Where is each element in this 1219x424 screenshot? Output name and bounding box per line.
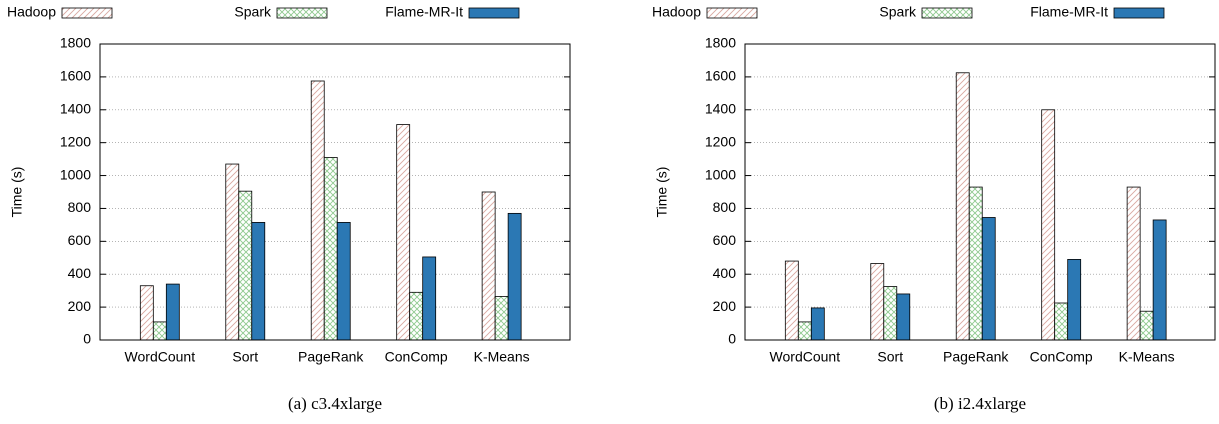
y-tick-label: 1200: [705, 133, 736, 149]
bar: [507, 212, 522, 341]
bar: [336, 222, 351, 341]
x-tick-label: K-Means: [474, 349, 530, 365]
bar: [481, 191, 496, 341]
bar: [238, 190, 253, 341]
legend-label: Spark: [879, 4, 917, 20]
x-tick-label: ConComp: [1030, 349, 1093, 365]
y-axis-label: Time (s): [9, 167, 25, 218]
legend-label: Flame-MR-It: [385, 4, 463, 20]
bar: [810, 307, 825, 341]
y-tick-label: 400: [713, 265, 737, 281]
bar: [1152, 219, 1167, 341]
legend-label: Hadoop: [652, 4, 701, 20]
bar: [797, 321, 812, 341]
bar: [1139, 310, 1154, 341]
x-tick-label: K-Means: [1119, 349, 1175, 365]
y-tick-label: 1000: [705, 166, 736, 182]
y-tick-label: 400: [68, 265, 92, 281]
y-tick-label: 200: [68, 298, 92, 314]
plot-frame: [99, 43, 571, 341]
bar: [152, 321, 167, 341]
y-tick-label: 800: [68, 199, 92, 215]
x-tick-label: Sort: [877, 349, 903, 365]
y-tick-label: 1400: [60, 100, 91, 116]
x-tick-label: WordCount: [770, 349, 841, 365]
bar: [784, 260, 799, 341]
bar: [409, 291, 424, 341]
legend-label: Spark: [234, 4, 272, 20]
y-tick-label: 600: [68, 232, 92, 248]
y-tick-label: 1600: [60, 68, 91, 84]
plot-frame: [744, 43, 1216, 341]
y-tick-label: 600: [713, 232, 737, 248]
caption: (b) i2.4xlarge: [934, 394, 1026, 413]
legend-label: Flame-MR-It: [1030, 4, 1108, 20]
x-tick-label: PageRank: [298, 349, 364, 365]
bar: [981, 217, 996, 341]
y-tick-label: 0: [728, 331, 736, 347]
y-tick-label: 1000: [60, 166, 91, 182]
legend-swatch: [706, 7, 758, 19]
y-tick-label: 0: [83, 331, 91, 347]
y-tick-label: 200: [713, 298, 737, 314]
bar: [251, 222, 266, 341]
bar: [139, 285, 154, 341]
bar: [968, 186, 983, 341]
caption: (a) c3.4xlarge: [288, 394, 382, 413]
legend-swatch: [61, 7, 113, 19]
bar: [1067, 259, 1082, 341]
bar: [323, 157, 338, 341]
bar: [896, 293, 911, 341]
x-tick-label: ConComp: [385, 349, 448, 365]
y-tick-label: 1400: [705, 100, 736, 116]
bar: [883, 286, 898, 341]
bar: [310, 80, 325, 341]
legend-swatch: [1113, 7, 1165, 19]
y-tick-label: 1600: [705, 68, 736, 84]
y-tick-label: 1200: [60, 133, 91, 149]
bar: [1126, 186, 1141, 341]
x-tick-label: PageRank: [943, 349, 1009, 365]
legend-label: Hadoop: [7, 4, 56, 20]
x-tick-label: WordCount: [125, 349, 196, 365]
legend-swatch: [468, 7, 520, 19]
y-tick-label: 1800: [705, 35, 736, 51]
bar: [1041, 109, 1056, 341]
x-tick-label: Sort: [232, 349, 258, 365]
bar: [396, 124, 411, 341]
bar: [870, 263, 885, 341]
bar: [494, 296, 509, 341]
bar: [422, 256, 437, 341]
y-tick-label: 1800: [60, 35, 91, 51]
bar: [165, 283, 180, 341]
bar: [225, 163, 240, 341]
legend-swatch: [921, 7, 973, 19]
bar: [1054, 302, 1069, 341]
y-tick-label: 800: [713, 199, 737, 215]
bar: [955, 72, 970, 341]
y-axis-label: Time (s): [654, 167, 670, 218]
legend-swatch: [276, 7, 328, 19]
